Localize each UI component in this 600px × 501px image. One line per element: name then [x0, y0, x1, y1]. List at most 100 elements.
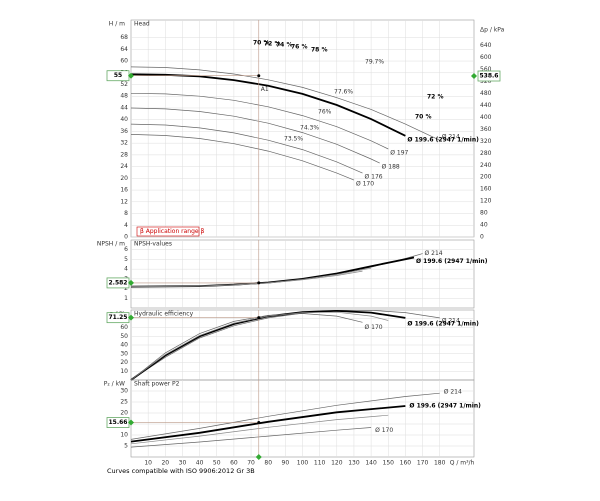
y-tick-label: 4 [124, 222, 128, 229]
y-tick-label: 40 [120, 116, 128, 123]
curve-label: Ø 197 [390, 150, 408, 157]
y-tick-label: 10 [120, 432, 128, 439]
curve [130, 309, 440, 381]
y-tick-label: 30 [120, 388, 128, 395]
x-tick-label: 90 [282, 460, 290, 467]
y-tick-label: 48 [120, 93, 128, 100]
y-tick-label: 28 [120, 151, 128, 158]
y-tick-label: 12 [120, 198, 128, 205]
curve [130, 107, 380, 164]
efficiency-label: 74.3% [300, 125, 319, 132]
operating-value: 15.66 [109, 419, 128, 426]
curve [130, 134, 355, 181]
y-tick-label: 52 [120, 81, 128, 88]
value-box [477, 70, 501, 82]
panel-title: Head [134, 21, 150, 28]
operating-value: 2.582 [109, 279, 128, 286]
y-tick-label: 16 [120, 187, 128, 194]
efficiency-label: 74 % [276, 42, 292, 49]
y-tick-label: 40 [120, 342, 128, 349]
y2-axis-label: Δp / kPa [480, 27, 505, 34]
marker-diamond [255, 454, 262, 460]
y-axis-label: P₂ / kW [104, 381, 125, 388]
curve-label: Ø 199.6 (2947 1/min) [407, 136, 479, 143]
y2-tick-label: 240 [480, 162, 492, 169]
curve-label: Ø 199.6 (2947 1/min) [409, 402, 481, 409]
footer: Curves compatible with ISO 9906:2012 Gr … [107, 467, 255, 475]
x-tick-label: 100 [297, 460, 309, 467]
y2-tick-label: 440 [480, 102, 492, 109]
x-tick-label: 70 [247, 460, 255, 467]
panel-title: Hydraulic efficiency [134, 311, 194, 318]
curve-label: Ø 199.6 (2947 1/min) [407, 320, 479, 327]
x-tick-label: 20 [161, 460, 169, 467]
y2-tick-label: 640 [480, 42, 492, 49]
y2-tick-label: 200 [480, 174, 492, 181]
curve [130, 405, 406, 443]
y-tick-label: 36 [120, 128, 128, 135]
operating-label: A1 [261, 86, 269, 93]
y2-tick-label: 400 [480, 114, 492, 121]
y2-tick-label: 120 [480, 198, 492, 205]
curve-label: Ø 188 [382, 164, 400, 171]
x-tick-label: 180 [434, 460, 446, 467]
efficiency-label: 72 % [427, 94, 443, 101]
x-tick-label: 130 [348, 460, 360, 467]
curve-label: Ø 176 [365, 174, 383, 181]
operating-value-2: 538.6 [480, 73, 499, 80]
curve-label: Ø 214 [442, 317, 460, 324]
efficiency-label: 70 % [253, 40, 269, 47]
efficiency-label: 73.5% [284, 136, 303, 143]
curve-label: Ø 199.6 (2947 1/min) [416, 258, 488, 265]
y-tick-label: 10 [120, 368, 128, 375]
y-tick-label: 4 [124, 266, 128, 273]
y-tick-label: 32 [120, 140, 128, 147]
x-tick-label: 160 [400, 460, 412, 467]
y2-tick-label: 80 [480, 210, 488, 217]
curve [130, 66, 440, 141]
y2-tick-label: 320 [480, 138, 492, 145]
curve [130, 427, 372, 448]
y-tick-label: 68 [120, 34, 128, 41]
y-tick-label: 5 [124, 256, 128, 263]
curve-label: Ø 214 [444, 389, 462, 396]
x-axis-label: Q / m³/h [450, 460, 475, 467]
x-tick-label: 50 [213, 460, 221, 467]
y2-tick-label: 160 [480, 186, 492, 193]
y-axis-label: NPSH / m [97, 241, 125, 248]
efficiency-label: 76% [318, 109, 332, 116]
x-tick-label: 110 [314, 460, 326, 467]
y-tick-label: 6 [124, 246, 128, 253]
curve [130, 414, 389, 445]
x-tick-label: 80 [264, 460, 272, 467]
y2-tick-label: 0 [480, 234, 484, 241]
y-tick-label: 2 [124, 285, 128, 292]
x-tick-label: 170 [417, 460, 429, 467]
y-tick-label: 24 [120, 163, 128, 170]
x-tick-label: 60 [230, 460, 238, 467]
operating-point [257, 74, 261, 78]
y-tick-label: 5 [124, 443, 128, 450]
y-tick-label: 64 [120, 46, 128, 53]
curve [130, 311, 389, 381]
y-tick-label: 20 [120, 410, 128, 417]
efficiency-label: 79.7% [365, 59, 384, 66]
y-tick-label: 60 [120, 58, 128, 65]
x-tick-label: 30 [179, 460, 187, 467]
curve [130, 270, 363, 287]
y2-tick-label: 40 [480, 222, 488, 229]
operating-point [257, 316, 261, 320]
y-tick-label: 25 [120, 399, 128, 406]
curve [130, 313, 363, 381]
y2-tick-label: 360 [480, 126, 492, 133]
y2-tick-label: 520 [480, 78, 492, 85]
panel-title: NPSH-values [134, 241, 172, 248]
y-tick-label: 20 [120, 359, 128, 366]
curve-label: Ø 170 [365, 324, 383, 331]
curve-label: Ø 170 [356, 181, 374, 188]
x-tick-label: 140 [365, 460, 377, 467]
x-tick-label: 150 [383, 460, 395, 467]
curve [130, 73, 406, 137]
curve [130, 392, 440, 440]
